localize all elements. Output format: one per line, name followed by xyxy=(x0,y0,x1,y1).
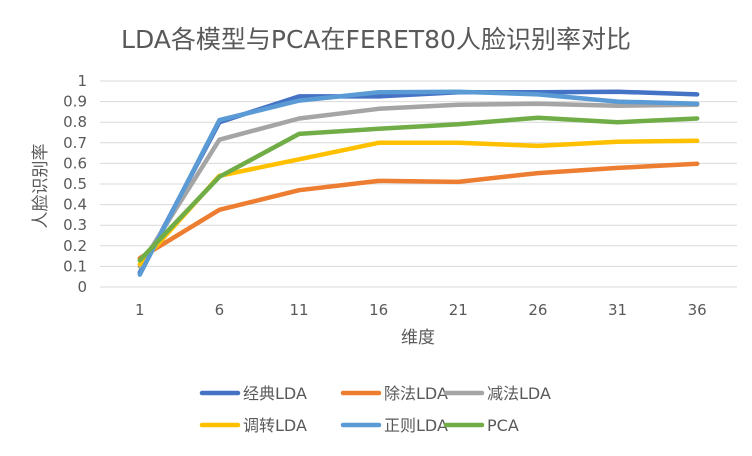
legend-label: 减法LDA xyxy=(487,384,551,403)
y-tick-label: 0.8 xyxy=(63,113,87,131)
y-tick-label: 0.7 xyxy=(63,134,87,152)
x-tick-label: 21 xyxy=(449,301,468,319)
y-tick-label: 0.2 xyxy=(63,237,87,255)
x-tick-label: 16 xyxy=(369,301,388,319)
y-tick-label: 1 xyxy=(77,72,87,90)
y-tick-label: 0.5 xyxy=(63,175,87,193)
y-tick-label: 0.9 xyxy=(63,93,87,111)
y-tick-label: 0 xyxy=(77,278,87,296)
series-line-2 xyxy=(137,101,700,269)
gridlines xyxy=(100,80,737,288)
x-tick-label: 6 xyxy=(215,301,225,319)
legend-label: 经典LDA xyxy=(243,384,307,403)
x-axis-title: 维度 xyxy=(401,328,435,348)
legend-label: 调转LDA xyxy=(243,416,307,435)
y-tick-label: 0.1 xyxy=(63,257,87,275)
series-line-4 xyxy=(137,89,700,277)
series-line-5 xyxy=(137,115,700,263)
y-tick-label: 0.6 xyxy=(63,154,87,172)
legend-label: PCA xyxy=(487,416,519,435)
series-lines xyxy=(137,89,700,277)
series-line-3 xyxy=(137,138,700,267)
legend: 经典LDA 除法LDA 减法LDA 调转LDA 正则LDA PCA xyxy=(199,384,551,435)
x-tick-label: 31 xyxy=(608,301,627,319)
y-tick-label: 0.4 xyxy=(63,196,87,214)
y-axis-title: 人脸识别率 xyxy=(31,144,51,229)
x-axis-ticks: 1 6 11 16 21 26 31 36 xyxy=(135,301,707,319)
x-tick-label: 26 xyxy=(528,301,547,319)
legend-label: 除法LDA xyxy=(384,384,448,403)
series-line-1 xyxy=(137,161,700,261)
x-tick-label: 11 xyxy=(290,301,309,319)
y-axis-ticks: 0 0.1 0.2 0.3 0.4 0.5 0.6 0.7 0.8 0.9 1 xyxy=(63,72,87,296)
y-tick-label: 0.3 xyxy=(63,216,87,234)
x-tick-label: 1 xyxy=(135,301,145,319)
chart-title: LDA各模型与PCA在FERET80人脸识别率对比 xyxy=(121,25,631,54)
x-tick-label: 36 xyxy=(688,301,707,319)
legend-label: 正则LDA xyxy=(384,416,448,435)
